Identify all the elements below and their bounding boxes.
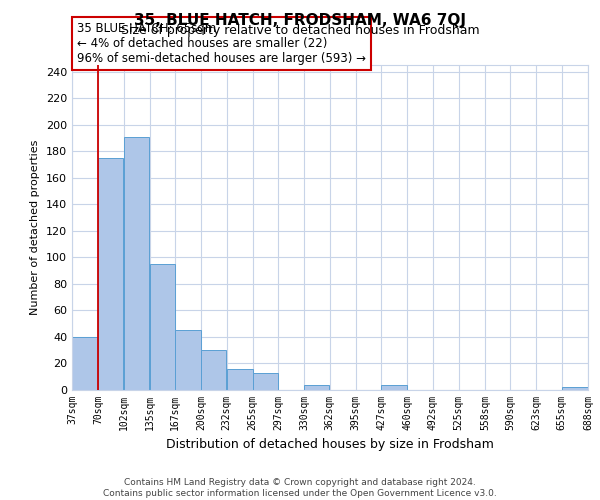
Text: Size of property relative to detached houses in Frodsham: Size of property relative to detached ho… [121, 24, 479, 37]
Y-axis label: Number of detached properties: Number of detached properties [31, 140, 40, 315]
Text: Contains HM Land Registry data © Crown copyright and database right 2024.
Contai: Contains HM Land Registry data © Crown c… [103, 478, 497, 498]
Bar [202, 350, 226, 390]
Bar [382, 384, 407, 390]
Bar [124, 136, 149, 390]
X-axis label: Distribution of detached houses by size in Frodsham: Distribution of detached houses by size … [166, 438, 494, 452]
Text: 35 BLUE HATCH: 65sqm
← 4% of detached houses are smaller (22)
96% of semi-detach: 35 BLUE HATCH: 65sqm ← 4% of detached ho… [77, 22, 366, 65]
Text: 35, BLUE HATCH, FRODSHAM, WA6 7QJ: 35, BLUE HATCH, FRODSHAM, WA6 7QJ [134, 12, 466, 28]
Bar [562, 388, 588, 390]
Bar [227, 369, 253, 390]
Bar [253, 373, 278, 390]
Bar [98, 158, 124, 390]
Bar [304, 384, 329, 390]
Bar [150, 264, 175, 390]
Bar [175, 330, 201, 390]
Bar [72, 337, 98, 390]
